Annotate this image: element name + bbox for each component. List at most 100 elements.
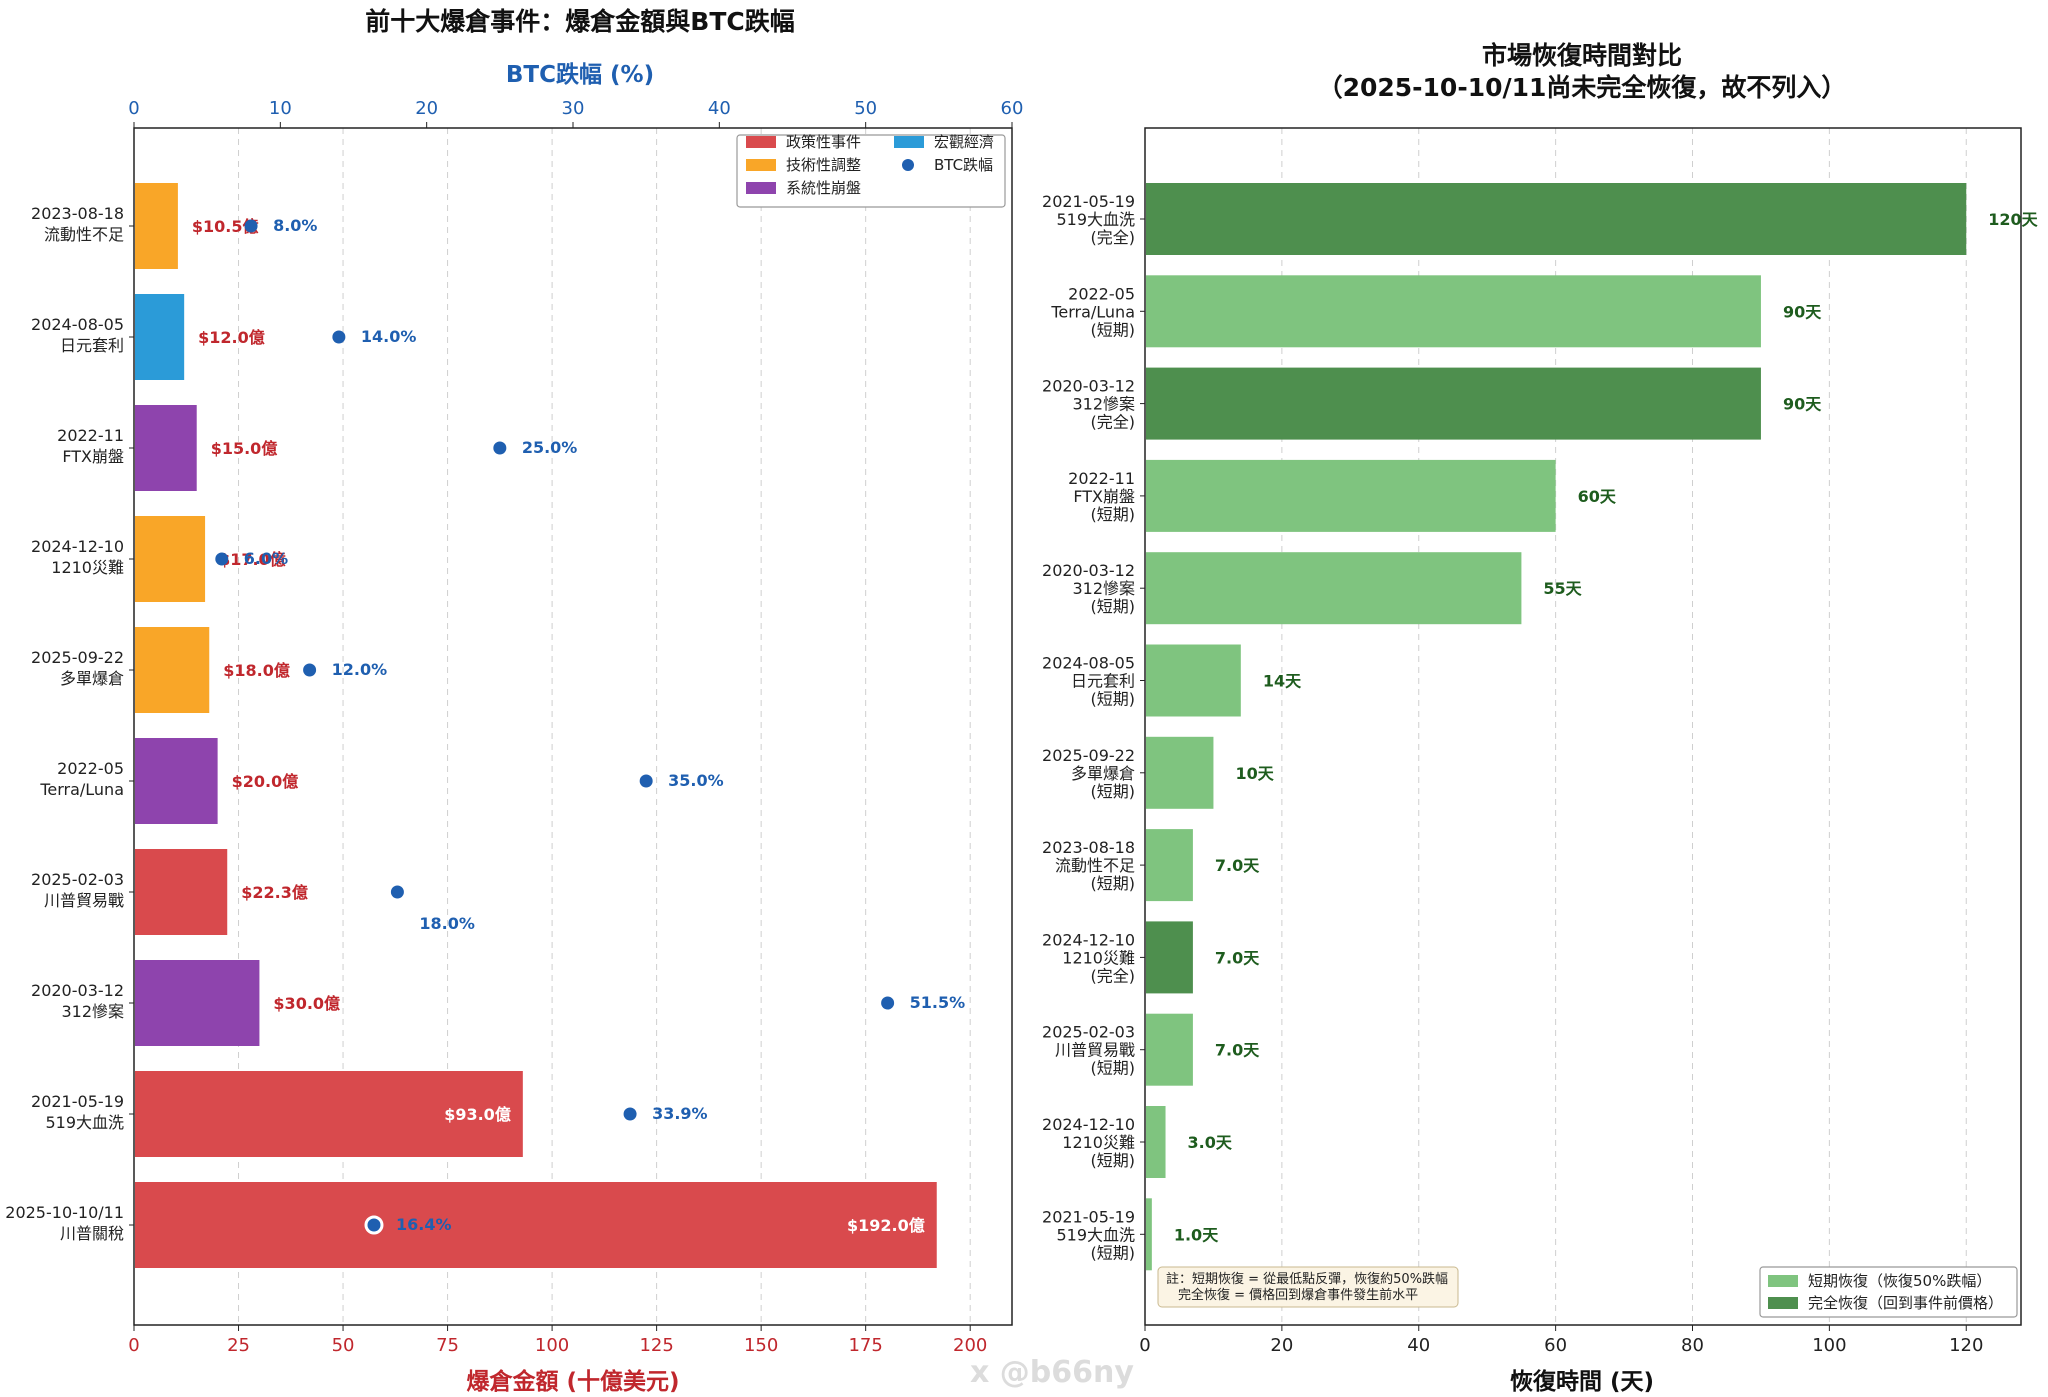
recovery-date-label: 2024-12-10: [1042, 930, 1135, 949]
btc-drop-point: [244, 219, 258, 233]
event-date-label: 2020-03-12: [31, 981, 124, 1000]
recovery-bar: [1146, 367, 1761, 440]
left-top-tick-label: 40: [708, 98, 731, 119]
btc-drop-point: [303, 663, 317, 677]
liquidation-bar: [135, 849, 228, 935]
amount-label: $22.3億: [241, 883, 308, 902]
event-date-label: 2022-11: [57, 426, 124, 445]
recovery-event-label: 多單爆倉: [1071, 764, 1135, 783]
amount-label: $15.0億: [211, 439, 278, 458]
right-plot-frame: [1144, 127, 2022, 1326]
left-bars: $10.5億 8.0% $12.0億 14.0% $15.0億 25.0% $17.0億6.…: [135, 183, 965, 1268]
left-top-tick-label: 10: [269, 98, 292, 119]
recovery-event-label: 1210災難: [1062, 1133, 1135, 1152]
legend-swatch: [1768, 1275, 1798, 1287]
liquidation-bar: [135, 1071, 523, 1157]
event-date-label: 2022-05: [57, 759, 124, 778]
btc-drop-label: 16.4%: [396, 1215, 452, 1234]
amount-label: $17.0億: [219, 550, 286, 569]
amount-label: $93.0億: [444, 1105, 511, 1124]
amount-label: $192.0億: [847, 1216, 925, 1235]
event-date-label: 2023-08-18: [31, 204, 124, 223]
recovery-kind-label: (短期): [1091, 320, 1136, 339]
btc-drop-label: 6.0%: [244, 549, 288, 568]
event-name-label: 川普貿易戰: [44, 891, 124, 910]
left-bottom-tick-label: 25: [227, 1335, 250, 1356]
recovery-bar: [1146, 1106, 1166, 1178]
left-bottom-tick-label: 125: [639, 1335, 673, 1356]
left-top-tick-label: 50: [854, 98, 877, 119]
event-name-label: 川普關稅: [60, 1224, 124, 1243]
left-bottom-tick-label: 100: [535, 1335, 569, 1356]
event-date-label: 2024-12-10: [31, 537, 124, 556]
recovery-date-label: 2020-03-12: [1042, 377, 1135, 396]
recovery-days-label: 55天: [1543, 579, 1582, 598]
legend-label: 完全恢復（回到事件前價格）: [1808, 1294, 2003, 1312]
recovery-bar: [1146, 1013, 1193, 1086]
right-chart-subtitle: （2025-10-10/11尚未完全恢復，故不列入）: [1318, 73, 1847, 102]
liquidation-bar: [135, 516, 206, 602]
liquidation-bar: [135, 738, 218, 824]
btc-drop-point: [881, 996, 895, 1010]
recovery-date-label: 2023-08-18: [1042, 838, 1135, 857]
left-chart-title: 前十大爆倉事件：爆倉金額與BTC跌幅: [365, 7, 794, 36]
left-bottom-tick-label: 50: [332, 1335, 355, 1356]
watermark: x @b66ny: [970, 1355, 1134, 1390]
recovery-bar: [1146, 736, 1214, 809]
amount-label: $30.0億: [273, 994, 340, 1013]
left-top-tick-label: 20: [415, 98, 438, 119]
recovery-date-label: 2021-05-19: [1042, 1207, 1135, 1226]
recovery-days-label: 90天: [1783, 302, 1822, 321]
btc-drop-label: 35.0%: [668, 771, 724, 790]
liquidation-bar: [135, 627, 210, 713]
legend-swatch: [746, 159, 776, 171]
btc-drop-point: [623, 1107, 637, 1121]
recovery-event-label: 312慘案: [1072, 579, 1135, 598]
event-date-label: 2025-10-10/11: [5, 1203, 124, 1222]
legend-label: 短期恢復（恢復50%跌幅）: [1808, 1272, 1991, 1290]
event-date-label: 2025-09-22: [31, 648, 124, 667]
btc-drop-point: [390, 885, 404, 899]
left-bottom-tick-label: 75: [436, 1335, 459, 1356]
liquidation-bar: [135, 294, 185, 380]
legend-dot-icon: [902, 159, 914, 171]
recovery-bar: [1146, 1198, 1152, 1271]
recovery-days-label: 3.0天: [1188, 1133, 1233, 1152]
liquidation-bar: [135, 960, 260, 1046]
recovery-kind-label: (短期): [1091, 874, 1136, 893]
right-bottom-tick-label: 40: [1407, 1335, 1430, 1356]
left-top-tick-label: 60: [1001, 98, 1024, 119]
right-bars: 120天 90天 90天 60天 55天 14天 10天 7.0天 7.0天 7.0天 3.0天 1.…: [1146, 183, 2039, 1271]
recovery-event-label: 312慘案: [1072, 395, 1135, 414]
amount-label: $20.0億: [232, 772, 299, 791]
liquidation-bar: [135, 183, 178, 269]
right-bottom-tick-label: 20: [1270, 1335, 1293, 1356]
btc-drop-label: 14.0%: [361, 327, 417, 346]
amount-label: $12.0億: [198, 328, 265, 347]
btc-drop-label: 51.5%: [910, 993, 966, 1012]
event-name-label: 流動性不足: [44, 225, 124, 244]
right-y-labels: 2021-05-19519大血洗(完全)2022-05Terra/Luna(短期…: [1042, 192, 1145, 1262]
left-grid: [238, 128, 971, 1325]
recovery-days-label: 10天: [1235, 764, 1274, 783]
left-bottom-tick-label: 0: [128, 1335, 139, 1356]
legend-label: 宏觀經濟: [934, 133, 994, 151]
recovery-days-label: 7.0天: [1215, 1041, 1260, 1060]
event-date-label: 2025-02-03: [31, 870, 124, 889]
recovery-kind-label: (短期): [1091, 1151, 1136, 1170]
left-chart: 前十大爆倉事件：爆倉金額與BTC跌幅 BTC跌幅 (%) 0 10 20 30 40 50…: [5, 7, 1023, 1395]
recovery-note: 註：短期恢復 = 從最低點反彈，恢復約50%跌幅 完全恢復 = 價格回到爆倉事件…: [1157, 1266, 1459, 1308]
liquidation-bar: [135, 1182, 937, 1268]
btc-drop-point: [364, 1215, 384, 1235]
event-date-label: 2021-05-19: [31, 1092, 124, 1111]
btc-drop-label: 33.9%: [652, 1104, 708, 1123]
recovery-kind-label: (完全): [1091, 966, 1136, 985]
right-bottom-tick-label: 120: [1949, 1335, 1983, 1356]
event-name-label: 312慘案: [61, 1002, 124, 1021]
event-name-label: 日元套利: [60, 336, 124, 355]
right-chart-title: 市場恢復時間對比: [1482, 41, 1682, 70]
right-bottom-ticks: 0 20 40 60 80 100 120: [1139, 1325, 1983, 1356]
recovery-kind-label: (短期): [1091, 505, 1136, 524]
legend-label: 系統性崩盤: [786, 179, 861, 197]
